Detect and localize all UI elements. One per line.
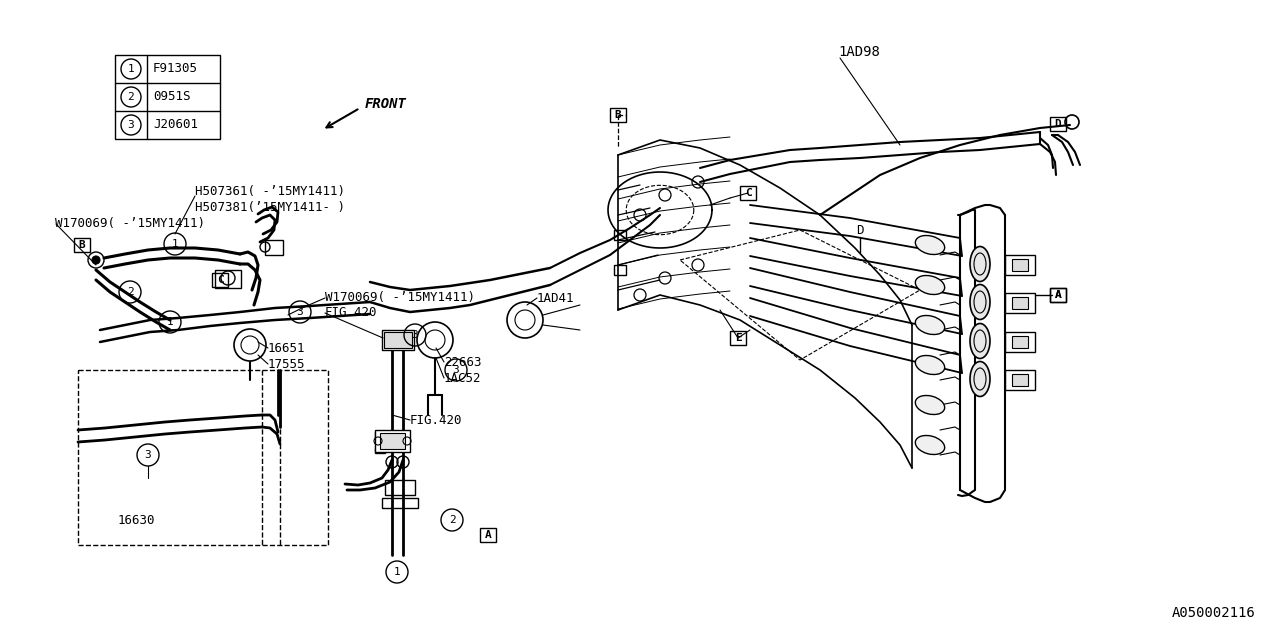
Bar: [1005, 370, 1036, 390]
Bar: [215, 270, 241, 288]
Bar: [614, 230, 626, 240]
Text: 17555: 17555: [268, 358, 306, 371]
Circle shape: [92, 256, 100, 264]
Text: 16630: 16630: [118, 513, 155, 527]
Bar: [381, 498, 419, 508]
Text: 3: 3: [412, 330, 419, 340]
Text: B: B: [78, 240, 86, 250]
Text: 3: 3: [145, 450, 151, 460]
Bar: [1005, 332, 1036, 352]
Text: A: A: [485, 530, 492, 540]
Bar: [375, 432, 385, 438]
Text: H507361( -’15MY1411): H507361( -’15MY1411): [195, 186, 346, 198]
Text: 1AD41: 1AD41: [538, 291, 575, 305]
Text: 3: 3: [297, 307, 303, 317]
Text: 1AC52: 1AC52: [444, 371, 481, 385]
Text: 22663: 22663: [444, 355, 481, 369]
Bar: [212, 273, 228, 287]
Bar: [1050, 288, 1066, 302]
Bar: [74, 238, 90, 252]
Text: A: A: [1055, 290, 1061, 300]
Text: FRONT: FRONT: [365, 97, 407, 111]
Ellipse shape: [970, 362, 989, 397]
Bar: [1005, 293, 1036, 313]
Text: 3: 3: [128, 120, 134, 130]
Bar: [1050, 117, 1066, 131]
Text: H507381(’15MY1411- ): H507381(’15MY1411- ): [195, 202, 346, 214]
Text: B: B: [614, 110, 621, 120]
Text: 16651: 16651: [268, 342, 306, 355]
Text: FIG.420: FIG.420: [410, 413, 462, 426]
Text: F91305: F91305: [154, 63, 198, 76]
Text: E: E: [735, 333, 741, 343]
Bar: [78, 370, 328, 545]
Ellipse shape: [915, 435, 945, 454]
Bar: [611, 108, 626, 122]
Text: 2: 2: [127, 287, 133, 297]
Text: 1: 1: [128, 64, 134, 74]
Ellipse shape: [915, 355, 945, 374]
Text: D: D: [1055, 119, 1061, 129]
Bar: [384, 332, 412, 348]
Ellipse shape: [970, 323, 989, 358]
Bar: [1012, 374, 1028, 386]
Text: A050002116: A050002116: [1171, 606, 1254, 620]
Text: 1AD98: 1AD98: [838, 45, 879, 59]
Bar: [740, 186, 755, 200]
Text: C: C: [745, 188, 751, 198]
Text: 1: 1: [166, 317, 173, 327]
Bar: [381, 330, 413, 350]
Text: D: D: [856, 223, 864, 237]
Ellipse shape: [915, 236, 945, 255]
Bar: [1012, 297, 1028, 309]
Text: 2: 2: [448, 515, 456, 525]
Ellipse shape: [915, 316, 945, 335]
Bar: [380, 433, 404, 449]
Bar: [115, 55, 220, 139]
Text: FIG.420: FIG.420: [325, 307, 378, 319]
Bar: [385, 480, 415, 495]
Text: W170069( -’15MY1411): W170069( -’15MY1411): [55, 218, 205, 230]
Text: C: C: [216, 275, 224, 285]
Text: 1: 1: [394, 567, 401, 577]
Bar: [375, 447, 385, 453]
Text: W170069( -’15MY1411): W170069( -’15MY1411): [325, 291, 475, 305]
Bar: [1012, 336, 1028, 348]
Text: 2: 2: [128, 92, 134, 102]
Ellipse shape: [915, 396, 945, 415]
Text: 0951S: 0951S: [154, 90, 191, 104]
Ellipse shape: [915, 275, 945, 294]
Bar: [1050, 288, 1066, 302]
Ellipse shape: [970, 246, 989, 282]
Bar: [480, 528, 495, 542]
Bar: [265, 240, 283, 255]
Bar: [730, 331, 746, 345]
Bar: [1005, 255, 1036, 275]
Text: J20601: J20601: [154, 118, 198, 131]
Text: 1: 1: [172, 239, 178, 249]
Ellipse shape: [970, 285, 989, 319]
Text: 3: 3: [453, 365, 460, 375]
Bar: [614, 265, 626, 275]
Bar: [375, 430, 410, 452]
Bar: [1012, 259, 1028, 271]
Text: A: A: [1055, 290, 1061, 300]
